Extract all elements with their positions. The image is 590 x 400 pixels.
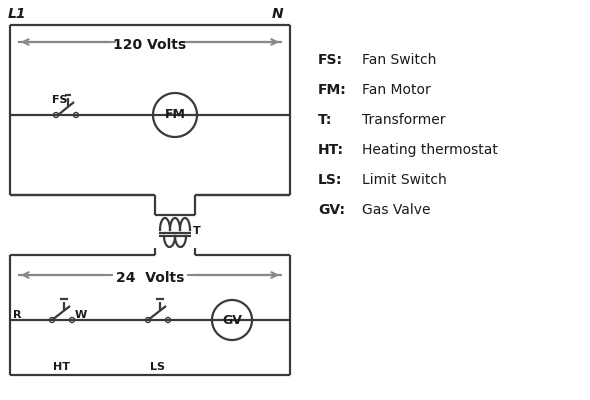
Text: W: W [75,310,87,320]
Text: R: R [13,310,21,320]
Text: LS:: LS: [318,173,342,187]
Text: Transformer: Transformer [362,113,445,127]
Text: N: N [272,7,284,21]
Text: GV: GV [222,314,242,326]
Text: Limit Switch: Limit Switch [362,173,447,187]
Text: L1: L1 [8,7,27,21]
Text: FM: FM [165,108,185,122]
Text: GV:: GV: [318,203,345,217]
Text: T: T [193,226,201,236]
Text: 120 Volts: 120 Volts [113,38,186,52]
Text: Fan Motor: Fan Motor [362,83,431,97]
Text: HT:: HT: [318,143,344,157]
Text: 24  Volts: 24 Volts [116,271,184,285]
Text: HT: HT [53,362,70,372]
Text: Fan Switch: Fan Switch [362,53,437,67]
Text: FM:: FM: [318,83,347,97]
Text: Gas Valve: Gas Valve [362,203,431,217]
Text: FS:: FS: [318,53,343,67]
Text: LS: LS [150,362,165,372]
Text: Heating thermostat: Heating thermostat [362,143,498,157]
Text: T:: T: [318,113,332,127]
Text: FS: FS [52,95,67,105]
